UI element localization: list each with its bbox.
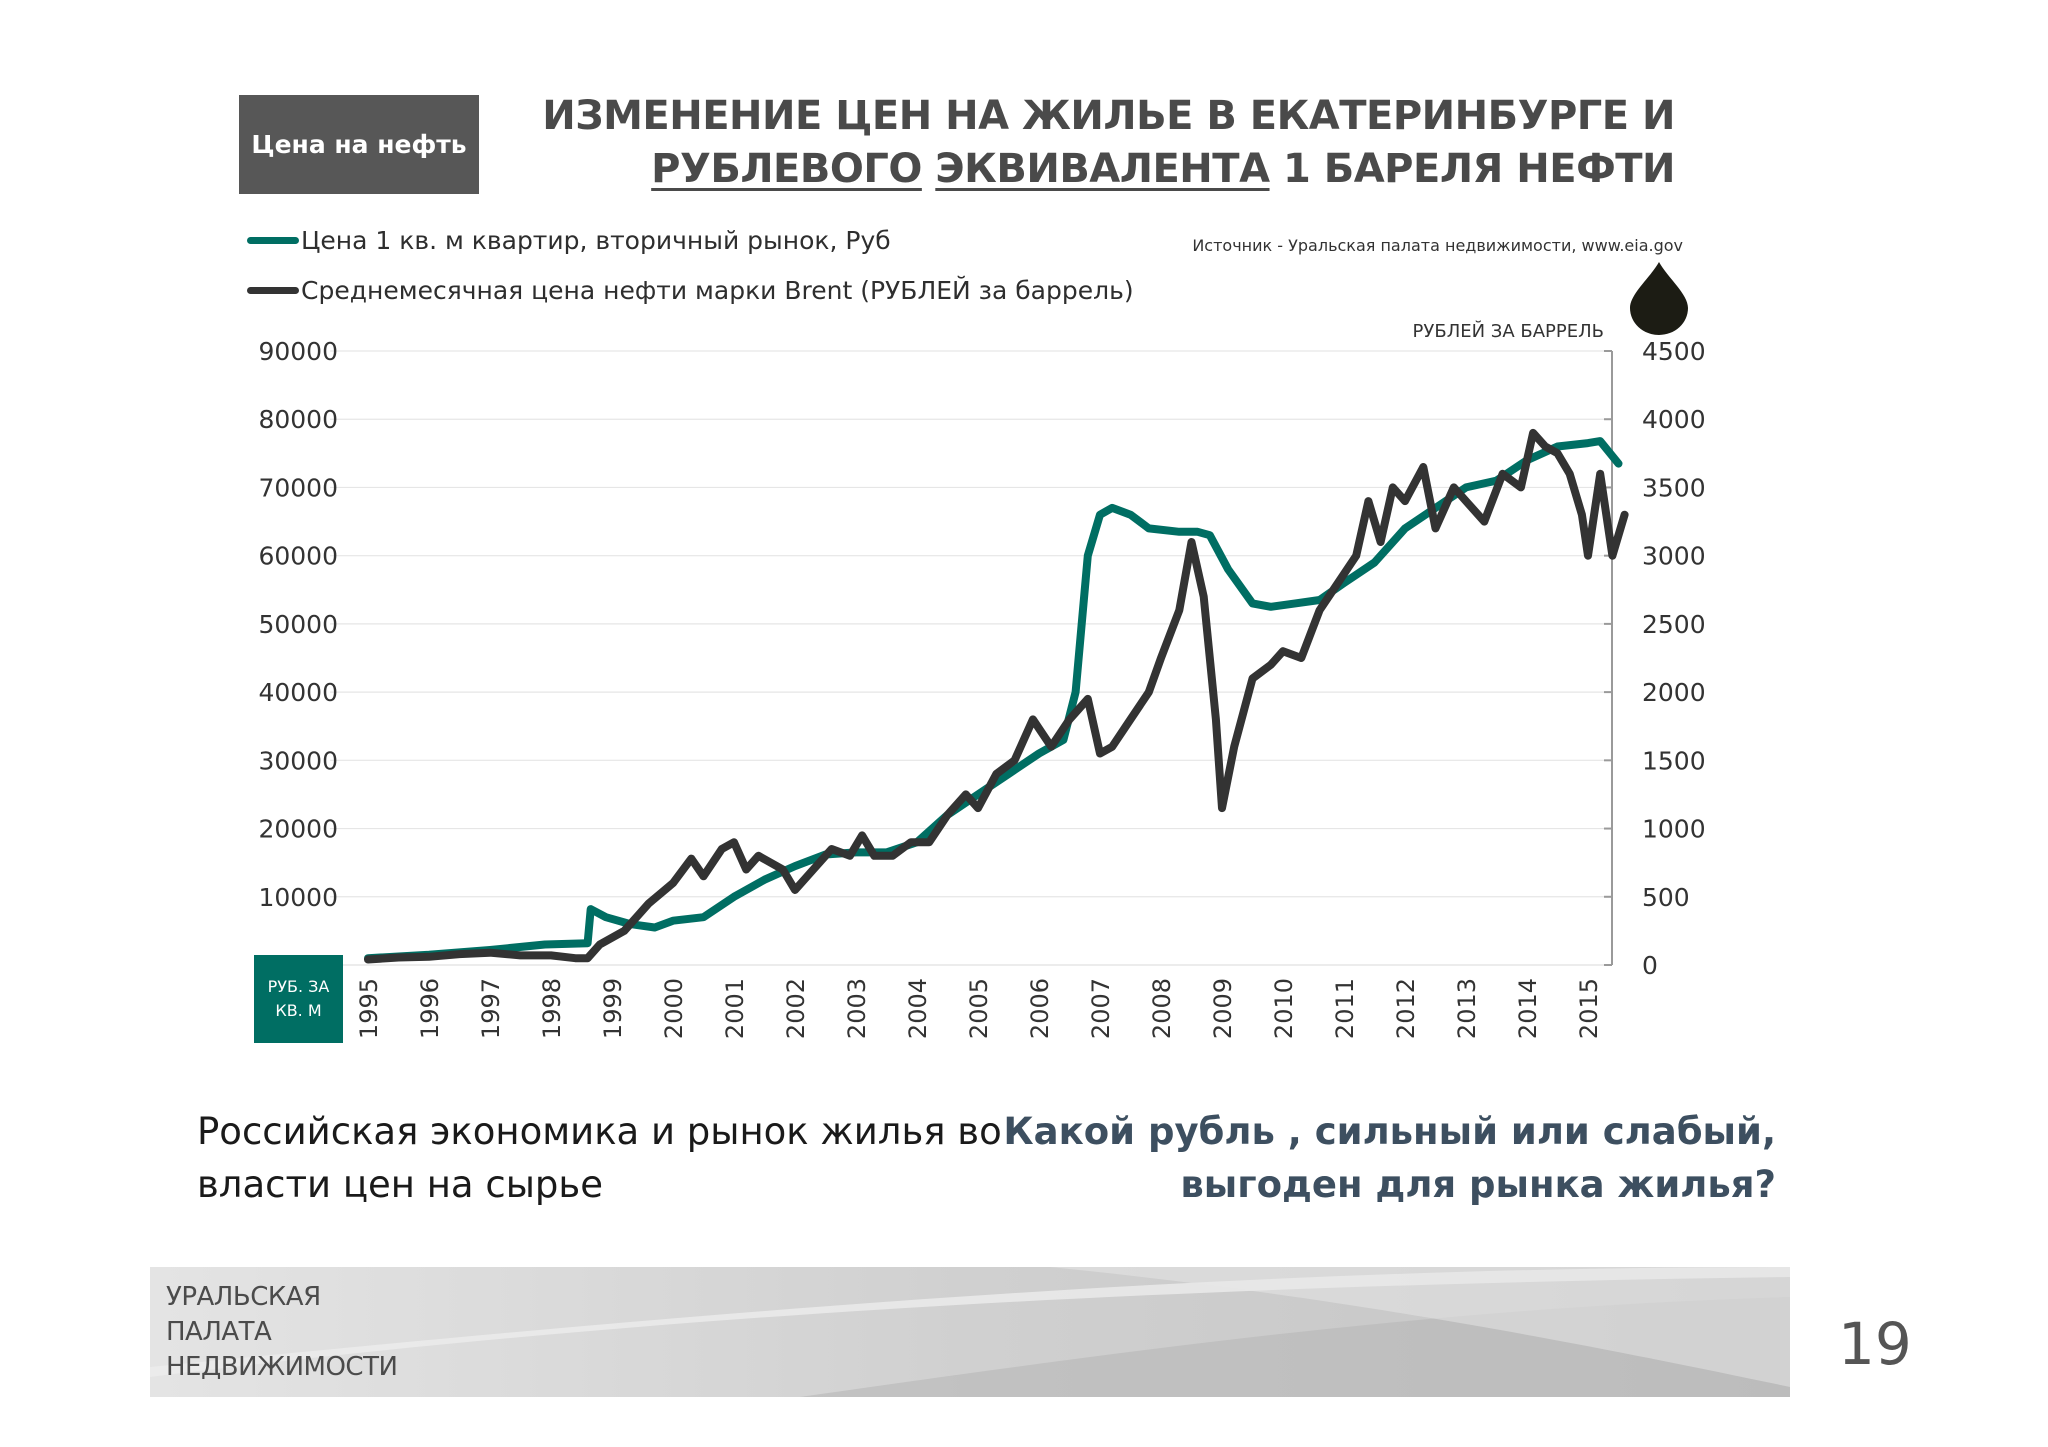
right-tick-label: 2000 bbox=[1642, 678, 1706, 707]
legend-label-oil: Среднемесячная цена нефти марки Brent (Р… bbox=[301, 276, 1134, 305]
left-tick-label: 80000 bbox=[258, 405, 338, 434]
x-tick-label: 2010 bbox=[1270, 978, 1298, 1039]
bottom-left-caption: Российская экономика и рынок жилья во вл… bbox=[197, 1110, 1002, 1206]
chart-title: ИЗМЕНЕНИЕ ЦЕН НА ЖИЛЬЕ В ЕКАТЕРИНБУРГЕ И… bbox=[542, 90, 1675, 196]
legend-housing: Цена 1 кв. м квартир, вторичный рынок, Р… bbox=[247, 226, 891, 255]
x-tick-label: 2005 bbox=[965, 978, 993, 1039]
series-line-housing bbox=[364, 437, 1623, 963]
x-tick-label: 1997 bbox=[477, 978, 505, 1039]
left-tick-label: 50000 bbox=[258, 610, 338, 639]
x-tick-label: 2006 bbox=[1026, 978, 1054, 1039]
right-tick-label: 4500 bbox=[1642, 337, 1706, 366]
footer-logo-text: УРАЛЬСКАЯ ПАЛАТА НЕДВИЖИМОСТИ bbox=[166, 1280, 398, 1385]
footer-line3: НЕДВИЖИМОСТИ bbox=[166, 1352, 398, 1382]
x-tick-label: 2011 bbox=[1331, 978, 1359, 1039]
footer-banner bbox=[150, 1267, 1790, 1397]
x-tick-label: 2015 bbox=[1575, 978, 1603, 1039]
x-tick-label: 2002 bbox=[782, 978, 810, 1039]
legend-label-housing: Цена 1 кв. м квартир, вторичный рынок, Р… bbox=[301, 226, 891, 255]
question-line2: выгоден для рынка жилья? bbox=[1180, 1163, 1776, 1206]
chart-title-word-ruble: РУБЛЕВОГО bbox=[651, 146, 922, 192]
x-tick-label: 2014 bbox=[1514, 978, 1542, 1039]
x-tick-label: 1996 bbox=[416, 978, 444, 1039]
chart-title-line1: ИЗМЕНЕНИЕ ЦЕН НА ЖИЛЬЕ В ЕКАТЕРИНБУРГЕ И bbox=[542, 93, 1675, 139]
chart-title-word-equivalent: ЭКВИВАЛЕНТА bbox=[935, 146, 1270, 192]
bottom-right-question: Какой рубль , сильный или слабый, выгоде… bbox=[1003, 1105, 1776, 1211]
oil-price-badge: Цена на нефть bbox=[239, 95, 479, 194]
x-tick-label: 2008 bbox=[1148, 978, 1176, 1039]
left-tick-label: 30000 bbox=[258, 746, 338, 775]
legend-swatch-oil bbox=[247, 287, 299, 294]
left-axis-unit-box: РУБ. ЗА КВ. М bbox=[254, 955, 343, 1043]
right-tick-label: 500 bbox=[1642, 883, 1690, 912]
source-note: Источник - Уральская палата недвижимости… bbox=[1192, 236, 1683, 255]
page-number: 19 bbox=[1838, 1310, 1912, 1378]
x-tick-label: 1998 bbox=[538, 978, 566, 1039]
right-tick-label: 1500 bbox=[1642, 746, 1706, 775]
right-tick-label: 3000 bbox=[1642, 542, 1706, 571]
x-tick-label: 2009 bbox=[1209, 978, 1237, 1039]
left-axis-unit-line2: КВ. М bbox=[275, 1001, 322, 1020]
right-tick-label: 2500 bbox=[1642, 610, 1706, 639]
question-line1: Какой рубль , сильный или слабый, bbox=[1003, 1110, 1776, 1153]
legend-oil: Среднемесячная цена нефти марки Brent (Р… bbox=[247, 276, 1134, 305]
right-tick-label: 1000 bbox=[1642, 815, 1706, 844]
chart-title-word-barrel: 1 БАРЕЛЯ НЕФТИ bbox=[1282, 146, 1676, 192]
left-tick-label: 90000 bbox=[258, 337, 338, 366]
footer-line1: УРАЛЬСКАЯ bbox=[166, 1282, 321, 1312]
chart-title-line2: РУБЛЕВОГО ЭКВИВАЛЕНТА 1 БАРЕЛЯ НЕФТИ bbox=[542, 143, 1675, 196]
x-tick-label: 2001 bbox=[721, 978, 749, 1039]
legend-swatch-housing bbox=[247, 237, 299, 244]
x-tick-label: 2000 bbox=[660, 978, 688, 1039]
left-tick-label: 10000 bbox=[258, 883, 338, 912]
x-tick-label: 2007 bbox=[1087, 978, 1115, 1039]
left-tick-label: 70000 bbox=[258, 473, 338, 502]
x-tick-label: 2004 bbox=[904, 978, 932, 1039]
left-axis-unit-line1: РУБ. ЗА bbox=[267, 977, 330, 996]
left-tick-label: 20000 bbox=[258, 815, 338, 844]
x-tick-label: 1995 bbox=[355, 978, 383, 1039]
series-line-oil bbox=[364, 428, 1629, 964]
right-tick-label: 4000 bbox=[1642, 405, 1706, 434]
left-tick-label: 60000 bbox=[258, 542, 338, 571]
oil-drop-icon bbox=[1630, 262, 1688, 335]
x-tick-label: 2012 bbox=[1392, 978, 1420, 1039]
right-tick-label: 0 bbox=[1642, 951, 1658, 980]
x-tick-label: 1999 bbox=[599, 978, 627, 1039]
x-tick-label: 2003 bbox=[843, 978, 871, 1039]
x-tick-label: 2013 bbox=[1453, 978, 1481, 1039]
footer-line2: ПАЛАТА bbox=[166, 1317, 272, 1347]
right-tick-label: 3500 bbox=[1642, 473, 1706, 502]
left-tick-label: 40000 bbox=[258, 678, 338, 707]
right-axis-label: РУБЛЕЙ ЗА БАРРЕЛЬ bbox=[1413, 320, 1604, 342]
